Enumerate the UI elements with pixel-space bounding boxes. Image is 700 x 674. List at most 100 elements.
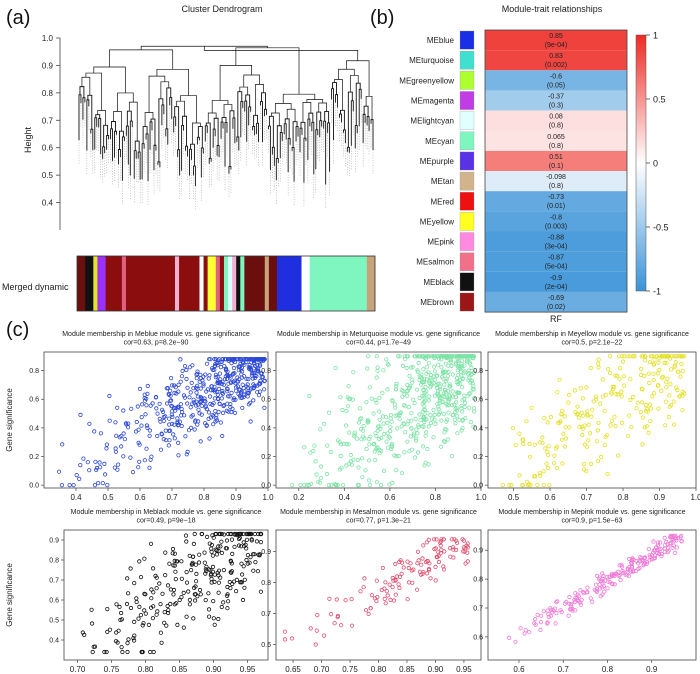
module-color-swatch — [459, 212, 475, 231]
dendrogram-branch — [306, 99, 324, 104]
scatter-point — [67, 482, 72, 488]
scatter-point — [424, 540, 429, 545]
scatter-point — [357, 406, 363, 411]
scatter-point — [115, 640, 120, 645]
scatter-point — [563, 436, 569, 441]
scatter-x-tick-label: 0.75 — [342, 665, 358, 674]
scatter-point — [207, 357, 212, 362]
scatter-point — [253, 559, 258, 565]
scatter-point — [435, 354, 440, 359]
scatter-point — [255, 569, 260, 574]
scatter-point — [332, 481, 338, 487]
scatter-point — [518, 626, 523, 631]
scatter-point — [250, 376, 255, 381]
scatter-point — [426, 398, 431, 403]
dendrogram-branch — [349, 75, 359, 93]
scatter-point — [208, 415, 213, 420]
scatter-point — [245, 531, 250, 537]
scatter-point — [433, 354, 438, 359]
scatter-point — [387, 582, 392, 587]
scatter-point — [151, 590, 156, 595]
scatter-point — [593, 582, 599, 587]
scatter-point — [209, 576, 214, 582]
scatter-point — [89, 607, 94, 612]
scatter-point — [428, 420, 433, 426]
scatter-point — [358, 426, 364, 432]
scatter-point — [227, 394, 232, 399]
scatter-point — [597, 586, 603, 591]
scatter-point — [96, 480, 101, 486]
scatter-point — [527, 630, 532, 635]
scatter-point — [388, 416, 393, 421]
dendrogram-branch — [166, 87, 172, 129]
scatter-point — [245, 552, 250, 558]
scatter-point — [465, 550, 470, 555]
scatter-point — [672, 550, 678, 556]
scatter-point — [339, 465, 344, 470]
dendrogram-y-tick-label: 0.8 — [42, 89, 54, 98]
dendrogram-branch — [169, 97, 173, 119]
scatter-point — [343, 598, 348, 603]
scatter-point — [613, 373, 618, 378]
scatter-y-tick-label: 0.8 — [261, 368, 271, 375]
scatter-point — [573, 591, 578, 596]
scatter-point — [562, 601, 568, 606]
scatter-point — [211, 422, 216, 427]
scatter-point — [432, 369, 438, 374]
scatter-point — [121, 454, 126, 459]
scatter-point — [222, 377, 228, 382]
scatter-point — [172, 390, 177, 396]
scatter-point — [423, 433, 428, 438]
heatmap-cell-pvalue: (0.1) — [549, 163, 563, 170]
scatter-point — [670, 536, 675, 542]
module-label: MElightcyan — [410, 117, 454, 126]
scatter-point — [642, 358, 648, 363]
scatter-point — [451, 354, 456, 359]
scatter-point — [557, 377, 562, 382]
scatter-point — [146, 622, 151, 628]
scatter-point — [140, 402, 145, 407]
scatter-point — [132, 619, 137, 625]
scatter-ylabel: Gene significance — [5, 388, 14, 452]
scatter-point — [555, 390, 560, 395]
scatter-point — [457, 390, 462, 395]
scatter-x-tick-label: 0.7 — [558, 665, 570, 674]
scatter-point — [166, 608, 171, 613]
scatter-point — [629, 563, 635, 568]
scatter-point — [403, 429, 408, 435]
scatter-point — [230, 372, 235, 377]
scatter-point — [228, 570, 233, 575]
scatter-y-tick-label: 0.8 — [473, 368, 483, 375]
scatter-point — [247, 560, 252, 565]
scatter-point — [585, 409, 590, 414]
dendrogram-branch — [243, 74, 260, 88]
scatter-point — [179, 576, 184, 581]
scatter-point — [622, 354, 627, 359]
scatter-point — [615, 392, 621, 397]
scatter-point — [390, 575, 395, 581]
scatter-point — [420, 444, 426, 449]
scatter-point — [631, 557, 636, 562]
scatter-point — [128, 455, 133, 460]
heatmap-cell — [485, 150, 627, 172]
scatter-point — [178, 379, 183, 384]
scatter-point — [165, 401, 170, 406]
scatter-point — [377, 395, 382, 400]
scatter-point — [664, 385, 669, 390]
scatter-point — [586, 422, 591, 427]
scatter-point — [452, 402, 457, 407]
scatter-point — [386, 363, 391, 368]
scatter-point — [347, 430, 352, 435]
scatter-point — [396, 453, 401, 459]
scatter-point — [579, 597, 584, 602]
colorbar-segment — [207, 256, 217, 311]
scatter-point — [636, 566, 641, 572]
scatter-point — [112, 465, 118, 470]
dendrogram-branch — [125, 125, 129, 165]
colorbar-segment — [277, 256, 302, 311]
heatmap-cell — [485, 211, 627, 232]
scatter-point — [421, 379, 427, 385]
scatter-point — [460, 426, 465, 431]
scatter-point — [554, 465, 560, 471]
scatter-point — [431, 537, 437, 542]
